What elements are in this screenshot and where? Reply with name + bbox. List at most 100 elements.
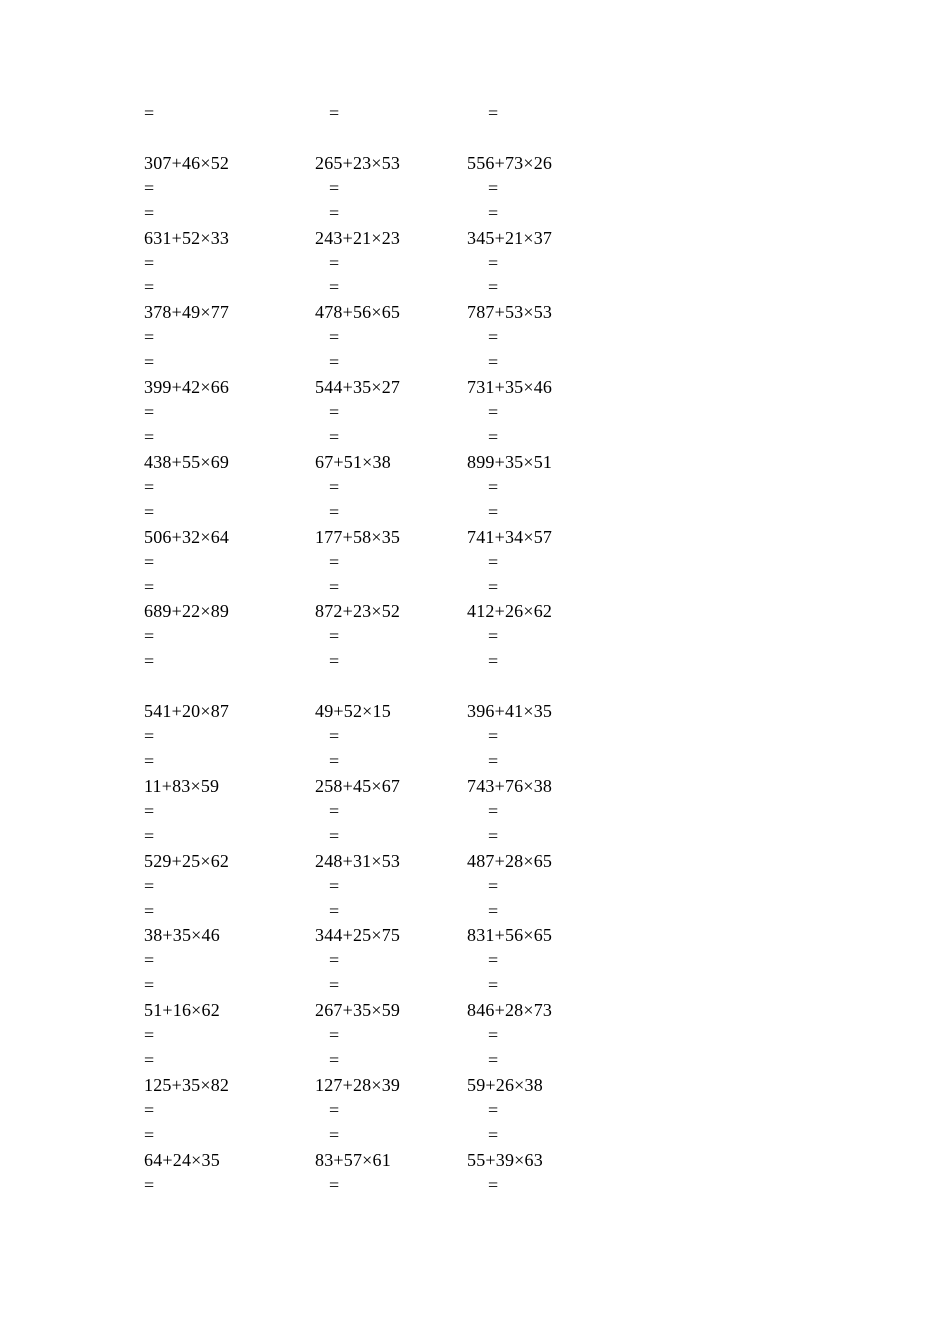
worksheet-line: = = = xyxy=(0,1048,950,1073)
equals-sign: = xyxy=(488,1050,499,1071)
equals-sign: = xyxy=(329,825,340,846)
equals-sign: = xyxy=(488,103,499,123)
equals-sign: = xyxy=(488,426,499,447)
math-expression: 67+51×38 xyxy=(315,451,391,472)
equals-sign: = xyxy=(488,726,499,747)
equals-sign: = xyxy=(329,576,340,597)
equals-sign: = xyxy=(144,900,155,921)
equals-sign: = xyxy=(488,1124,499,1145)
equals-sign: = xyxy=(329,1025,340,1046)
worksheet-line: = = = xyxy=(0,251,950,276)
worksheet-line: 631+52×33 243+21×23 345+21×37 xyxy=(0,226,950,251)
equals-sign: = xyxy=(488,1025,499,1046)
math-expression: 899+35×51 xyxy=(467,451,553,472)
worksheet-line xyxy=(0,674,950,699)
equals-sign: = xyxy=(329,875,340,896)
equals-sign: = xyxy=(329,800,340,821)
math-expression: 248+31×53 xyxy=(315,850,401,871)
equals-sign: = xyxy=(144,501,155,522)
math-expression: 506+32×64 xyxy=(144,526,230,547)
equals-sign: = xyxy=(488,1174,499,1195)
equals-sign: = xyxy=(144,426,155,447)
worksheet-line: 378+49×77 478+56×65 787+53×53 xyxy=(0,300,950,325)
equals-sign: = xyxy=(329,950,340,971)
equals-sign: = xyxy=(329,626,340,647)
math-expression: 344+25×75 xyxy=(315,925,401,946)
math-expression: 541+20×87 xyxy=(144,701,230,722)
math-expression: 743+76×38 xyxy=(467,775,553,796)
worksheet-line: 38+35×46 344+25×75 831+56×65 xyxy=(0,923,950,948)
math-expression: 243+21×23 xyxy=(315,227,401,248)
equals-sign: = xyxy=(144,1124,155,1145)
worksheet-line: 307+46×52 265+23×53 556+73×26 xyxy=(0,151,950,176)
worksheet-line: = = = xyxy=(0,575,950,600)
equals-sign: = xyxy=(144,277,155,298)
equals-sign: = xyxy=(488,327,499,348)
math-expression: 49+52×15 xyxy=(315,701,391,722)
worksheet-line xyxy=(0,126,950,151)
worksheet-line: 529+25×62 248+31×53 487+28×65 xyxy=(0,849,950,874)
equals-sign: = xyxy=(329,1174,340,1195)
worksheet-line: = = = xyxy=(0,176,950,201)
worksheet-line: = = = xyxy=(0,1023,950,1048)
equals-sign: = xyxy=(144,750,155,771)
equals-sign: = xyxy=(144,402,155,423)
worksheet-line: 399+42×66 544+35×27 731+35×46 xyxy=(0,375,950,400)
math-expression: 11+83×59 xyxy=(144,775,220,796)
equals-sign: = xyxy=(144,975,155,996)
math-expression: 731+35×46 xyxy=(467,377,553,398)
equals-sign: = xyxy=(144,626,155,647)
equals-sign: = xyxy=(488,750,499,771)
worksheet-line: = = = xyxy=(0,101,950,126)
worksheet-line: = = = xyxy=(0,550,950,575)
worksheet-line: = = = xyxy=(0,624,950,649)
equals-sign: = xyxy=(329,1099,340,1120)
math-expression: 689+22×89 xyxy=(144,601,230,622)
equals-sign: = xyxy=(329,651,340,672)
equals-sign: = xyxy=(144,800,155,821)
equals-sign: = xyxy=(329,103,340,123)
math-expression: 378+49×77 xyxy=(144,302,230,323)
equals-sign: = xyxy=(144,252,155,273)
math-expression: 399+42×66 xyxy=(144,377,230,398)
worksheet-line: 438+55×69 67+51×38 899+35×51 xyxy=(0,450,950,475)
worksheet-line: 689+22×89 872+23×52 412+26×62 xyxy=(0,599,950,624)
math-expression: 127+28×39 xyxy=(315,1074,401,1095)
worksheet-line: 64+24×35 83+57×61 55+39×63 xyxy=(0,1148,950,1173)
worksheet-line: 506+32×64 177+58×35 741+34×57 xyxy=(0,525,950,550)
math-expression: 787+53×53 xyxy=(467,302,553,323)
equals-sign: = xyxy=(488,626,499,647)
equals-sign: = xyxy=(144,726,155,747)
worksheet-line: 11+83×59 258+45×67 743+76×38 xyxy=(0,774,950,799)
worksheet-line: = = = xyxy=(0,899,950,924)
worksheet-line: = = = xyxy=(0,350,950,375)
equals-sign: = xyxy=(329,402,340,423)
worksheet-line: = = = xyxy=(0,475,950,500)
math-expression: 265+23×53 xyxy=(315,152,401,173)
math-expression: 83+57×61 xyxy=(315,1149,391,1170)
worksheet-line: = = = xyxy=(0,1123,950,1148)
equals-sign: = xyxy=(488,576,499,597)
worksheet-line: = = = xyxy=(0,749,950,774)
equals-sign: = xyxy=(488,825,499,846)
equals-sign: = xyxy=(488,476,499,497)
worksheet-line: = = = xyxy=(0,500,950,525)
equals-sign: = xyxy=(144,950,155,971)
math-expression: 487+28×65 xyxy=(467,850,553,871)
worksheet-line: = = = xyxy=(0,400,950,425)
worksheet: = = = 307+46×52 265+23×53 556+73×26 = = = = = = 631+… xyxy=(0,101,950,1198)
equals-sign: = xyxy=(144,875,155,896)
math-expression: 478+56×65 xyxy=(315,302,401,323)
equals-sign: = xyxy=(144,352,155,373)
equals-sign: = xyxy=(144,202,155,223)
worksheet-line: = = = xyxy=(0,724,950,749)
worksheet-line: = = = xyxy=(0,973,950,998)
math-expression: 267+35×59 xyxy=(315,1000,401,1021)
worksheet-line: = = = xyxy=(0,948,950,973)
math-expression: 396+41×35 xyxy=(467,701,553,722)
math-expression: 55+39×63 xyxy=(467,1149,543,1170)
equals-sign: = xyxy=(144,825,155,846)
equals-sign: = xyxy=(144,1099,155,1120)
equals-sign: = xyxy=(488,800,499,821)
